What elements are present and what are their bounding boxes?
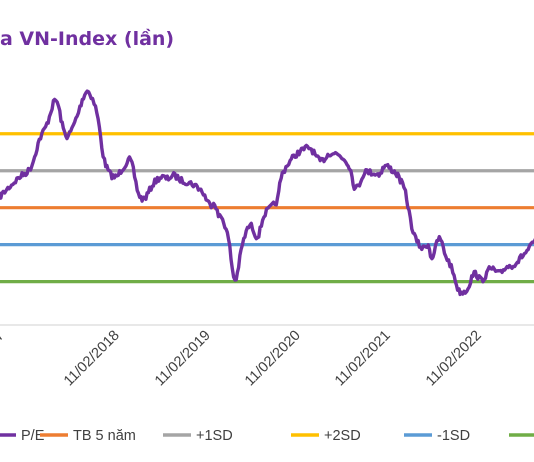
x-tick-label: 11/02/2021 (332, 328, 394, 390)
x-tick-labels: 2017 11/02/2018 11/02/2019 11/02/2020 11/02/… (0, 328, 485, 390)
legend-label: -1SD (437, 428, 470, 444)
legend-label: +2SD (324, 428, 361, 444)
legend: P/ETB 5 năm+1SD+2SD-1SD-2SD (0, 428, 534, 444)
x-tick-label: 2017 (0, 328, 8, 362)
x-tick-label: 11/02/2020 (242, 328, 304, 390)
series-group (0, 89, 534, 297)
legend-label: P/E (21, 428, 45, 444)
chart-title: a VN-Index (lần) (0, 28, 175, 50)
x-tick-label: 11/02/2022 (423, 328, 485, 390)
series-line-pe (0, 89, 534, 297)
legend-label: TB 5 năm (73, 428, 136, 444)
x-tick-label: 11/02/2018 (61, 328, 123, 390)
x-tick-label: 11/02/2019 (152, 328, 214, 390)
legend-label: +1SD (196, 428, 233, 444)
